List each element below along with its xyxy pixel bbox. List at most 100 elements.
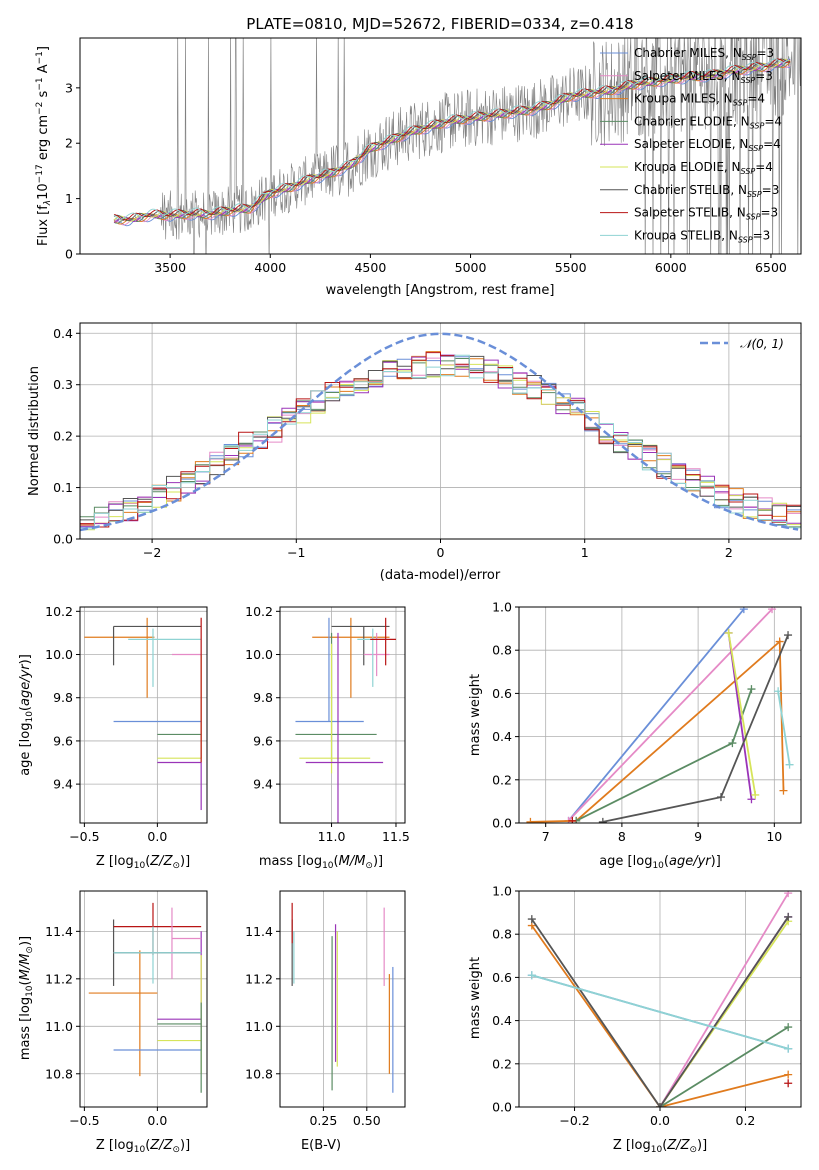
legend-entry: 𝒩(0, 1) [740, 337, 784, 351]
y-tick-label: 0.0 [492, 816, 512, 831]
age-vs-z-xlabel-d: Z/Z [149, 854, 173, 869]
weight-marker-kroupa-stelib [785, 760, 794, 769]
legend-entry-nssp: =4 [764, 114, 782, 128]
age-vs-z-xlabel-a: Z [log [96, 854, 134, 869]
x-tick-label: 8 [618, 829, 626, 844]
legend-entry-sub: SSP [741, 76, 756, 85]
x-tick-label: 4000 [254, 260, 286, 275]
weight-marker-salpeter-stelib [784, 1079, 793, 1088]
spectrum-ylabel-e: erg cm [36, 115, 51, 164]
x-tick-label: −1 [287, 545, 305, 560]
spectrum-ylabel-c: 10 [36, 183, 51, 200]
mass-vs-z-xlabel-a: Z [log [96, 1138, 134, 1153]
y-tick-label: 11.0 [245, 1019, 273, 1034]
age-vs-metallicity-panel: −0.5 0.0 9.4 9.6 9.8 10.0 10.2 [45, 604, 208, 844]
mass-vs-z-xlabel-e: ⊙ [172, 1145, 180, 1155]
weight-line-salpeter-miles [567, 608, 773, 822]
legend-entry-name: Chabrier MILES, N [634, 46, 742, 60]
y-tick-label: 0 [65, 247, 73, 262]
legend-entry: Kroupa STELIB, NSSP=3 [634, 228, 770, 244]
legend-entry-nssp: =3 [760, 206, 778, 220]
age-vs-z-ylabel-d: age/yr [18, 663, 33, 706]
weight-vs-z-xlabel-b: 10 [651, 1145, 663, 1155]
mass-vs-z-ylabel: mass [log10(M/M⊙)] [18, 936, 35, 1060]
legend-entry-sub: SSP [746, 213, 761, 222]
weight-vs-z-xlabel-f: )] [697, 1138, 707, 1153]
y-tick-label: 10.2 [245, 604, 273, 619]
weight-marker-kroupa-stelib [784, 1044, 793, 1053]
weight-line-kroupa-stelib [777, 691, 791, 765]
x-tick-label: −0.2 [559, 1113, 589, 1128]
y-tick-label: 0.8 [492, 643, 512, 658]
spectrum-ylabel-a: Flux [f [36, 205, 51, 246]
weight-plot-area [527, 891, 793, 1107]
mass-vs-z-ylabel-e: ⊙ [25, 946, 35, 954]
legend-entry-name: Salpeter MILES, N [634, 69, 741, 83]
spectrum-xlabel: wavelength [Angstrom, rest frame] [326, 283, 555, 298]
legend-entry-name: Salpeter ELODIE, N [634, 137, 748, 151]
weight-marker-chabrier-stelib [527, 915, 536, 924]
weight-marker-chabrier-miles [739, 607, 748, 614]
model-line-kroupa-miles [113, 61, 791, 225]
y-tick-label: 10.0 [45, 647, 73, 662]
legend-entry-sub: SSP [750, 121, 765, 130]
y-tick-label: 0.3 [53, 377, 73, 392]
mass-vs-z-xlabel-c: ( [145, 1138, 150, 1153]
y-tick-label: 0.6 [492, 686, 512, 701]
age-vs-z-xlabel-c: ( [145, 854, 150, 869]
axes-frame [518, 606, 802, 824]
weight-line-chabrier-elodie [659, 1026, 789, 1107]
y-tick-label: 0.1 [53, 480, 73, 495]
y-tick-label: 0.4 [492, 729, 512, 744]
axes-frame [79, 322, 802, 540]
y-tick-label: 10.0 [245, 647, 273, 662]
y-tick-label: 0.2 [53, 429, 73, 444]
weight-vs-z-xlabel-c: ( [662, 1138, 667, 1153]
y-tick-label: 0.2 [492, 772, 512, 787]
x-tick-label: 11.5 [382, 829, 410, 844]
x-tick-label: 0.0 [650, 1113, 670, 1128]
x-tick-label: 5500 [555, 260, 587, 275]
x-tick-label: 0.50 [353, 1113, 381, 1128]
spectrum-ylabel-j: −1 [35, 51, 45, 64]
y-tick-label: 10.8 [45, 1066, 73, 1081]
age-vs-z-ylabel-b: 10 [25, 711, 35, 723]
y-tick-label: 10.8 [245, 1066, 273, 1081]
residuals-xlabel: (data-model)/error [380, 568, 501, 583]
age-vs-mass-xlabel-d: M/M [339, 854, 366, 869]
y-tick-label: 11.2 [45, 971, 73, 986]
legend-entry-nssp: =3 [762, 183, 780, 197]
residuals-legend: 𝒩(0, 1) [700, 337, 784, 351]
legend-entry-sub: SSP [738, 235, 753, 244]
age-vs-mass-xlabel-f: )] [373, 854, 383, 869]
y-tick-label: 1 [65, 191, 73, 206]
legend-entry-nssp: =4 [747, 92, 765, 106]
weight-line-chabrier-miles [567, 608, 745, 822]
mass-vs-z-xlabel-f: )] [180, 1138, 190, 1153]
weight-vs-age-xlabel-d: age/yr [669, 854, 712, 869]
age-vs-z-ylabel-c: ( [18, 706, 33, 711]
y-tick-label: 0.4 [53, 326, 73, 341]
mass-vs-z-ylabel-f: )] [18, 936, 33, 946]
legend-entry-nssp: =3 [753, 228, 771, 242]
spectrum-ylabel-b: λ [43, 200, 53, 206]
y-tick-label: 10.2 [45, 604, 73, 619]
weight-marker-chabrier-elodie [728, 739, 737, 748]
mass-vs-metallicity-panel: −0.5 0.0 10.8 11.0 11.2 11.4 [45, 890, 208, 1128]
errorbar-plot-area [291, 902, 394, 1093]
legend-entry: Salpeter STELIB, NSSP=3 [634, 206, 778, 222]
y-tick-label: 2 [65, 136, 73, 151]
age-vs-mass-xlabel-a: mass [log [259, 854, 322, 869]
spectrum-ylabel-i: A [36, 64, 51, 77]
x-tick-label: 5000 [455, 260, 487, 275]
weight-vs-age-xlabel-c: ( [664, 854, 669, 869]
mass-vs-z-xlabel-b: 10 [134, 1145, 146, 1155]
legend-entry: Kroupa MILES, NSSP=4 [634, 92, 765, 108]
legend-entry: Salpeter MILES, NSSP=3 [634, 69, 773, 85]
y-tick-label: 9.8 [53, 690, 73, 705]
y-tick-label: 11.4 [45, 924, 73, 939]
errorbar-plot-area [295, 617, 396, 823]
weight-marker-kroupa-miles [779, 786, 788, 795]
legend-entry-sub: SSP [733, 99, 748, 108]
